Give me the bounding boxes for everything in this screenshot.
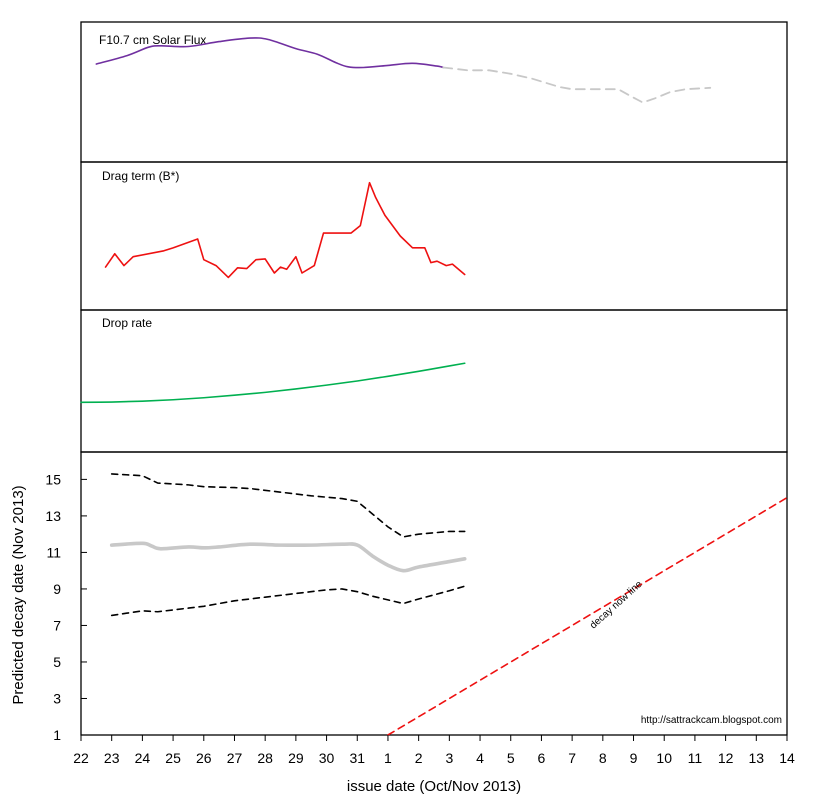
x-tick-label: 10 xyxy=(656,750,672,766)
solar-flux-series-layer xyxy=(95,37,712,104)
y-tick-label: 11 xyxy=(46,544,61,560)
x-tick-label: 2 xyxy=(415,750,423,766)
x-tick-label: 26 xyxy=(196,750,212,766)
y-tick-label: 3 xyxy=(53,690,61,706)
x-tick-label: 22 xyxy=(73,750,89,766)
x-tick-label: 25 xyxy=(165,750,181,766)
y-tick-label: 1 xyxy=(53,727,61,743)
decay-prediction-decay-now-line-line xyxy=(387,496,788,736)
drag-term-title: Drag term (B*) xyxy=(102,169,179,183)
drag-term-panel-frame xyxy=(80,161,788,311)
decay-prediction-best-estimate-line xyxy=(109,541,467,573)
x-tick-label: 8 xyxy=(599,750,607,766)
x-axis-label: issue date (Oct/Nov 2013) xyxy=(347,778,521,795)
drop-rate-drop-rate-line xyxy=(80,362,466,404)
y-tick-label: 5 xyxy=(53,654,61,670)
x-tick-label: 23 xyxy=(104,750,120,766)
drop-rate-series-layer xyxy=(80,362,466,404)
x-tick-label: 6 xyxy=(538,750,546,766)
x-tick-label: 7 xyxy=(568,750,576,766)
solar-flux-title: F10.7 cm Solar Flux xyxy=(99,33,206,47)
decay-panel-frame xyxy=(80,451,788,736)
y-tick-label: 9 xyxy=(53,581,61,597)
solar-flux-observed-line xyxy=(95,37,445,69)
solar-flux-forecast-line xyxy=(442,66,712,104)
x-tick-label: 3 xyxy=(445,750,453,766)
decay-prediction-upper-bound-line xyxy=(110,473,466,538)
x-tick-label: 31 xyxy=(349,750,365,766)
x-tick-label: 13 xyxy=(749,750,765,766)
x-tick-label: 11 xyxy=(688,750,703,766)
x-tick-label: 1 xyxy=(384,750,392,766)
x-tick-label: 4 xyxy=(476,750,484,766)
x-tick-label: 29 xyxy=(288,750,304,766)
x-tick-label: 12 xyxy=(718,750,734,766)
drag-term-b--line xyxy=(104,181,466,279)
y-tick-label: 15 xyxy=(45,471,61,487)
x-axis-ticks: 22 23 24 25 26 27 28 29 30 31 1 2 3 4 5 6 7 8 9 10 11 12 13 14 xyxy=(73,735,795,766)
x-tick-label: 5 xyxy=(507,750,515,766)
decay-now-line-label: decay now line xyxy=(588,579,645,632)
x-tick-label: 27 xyxy=(227,750,243,766)
x-tick-label: 24 xyxy=(135,750,151,766)
y-axis-label: Predicted decay date (Nov 2013) xyxy=(10,485,27,704)
x-tick-label: 28 xyxy=(257,750,273,766)
x-tick-label: 14 xyxy=(779,750,795,766)
y-tick-label: 13 xyxy=(45,508,61,524)
drag-term-series-layer xyxy=(104,181,466,279)
y-tick-label: 7 xyxy=(53,617,61,633)
x-tick-label: 9 xyxy=(630,750,638,766)
x-tick-label: 30 xyxy=(319,750,335,766)
decay-prediction-lower-bound-line xyxy=(110,585,466,617)
source-url-watermark: http://sattrackcam.blogspot.com xyxy=(641,715,782,726)
decay-series-layer xyxy=(109,473,788,736)
drop-rate-title: Drop rate xyxy=(102,316,152,330)
drop-rate-panel-frame xyxy=(80,309,788,453)
